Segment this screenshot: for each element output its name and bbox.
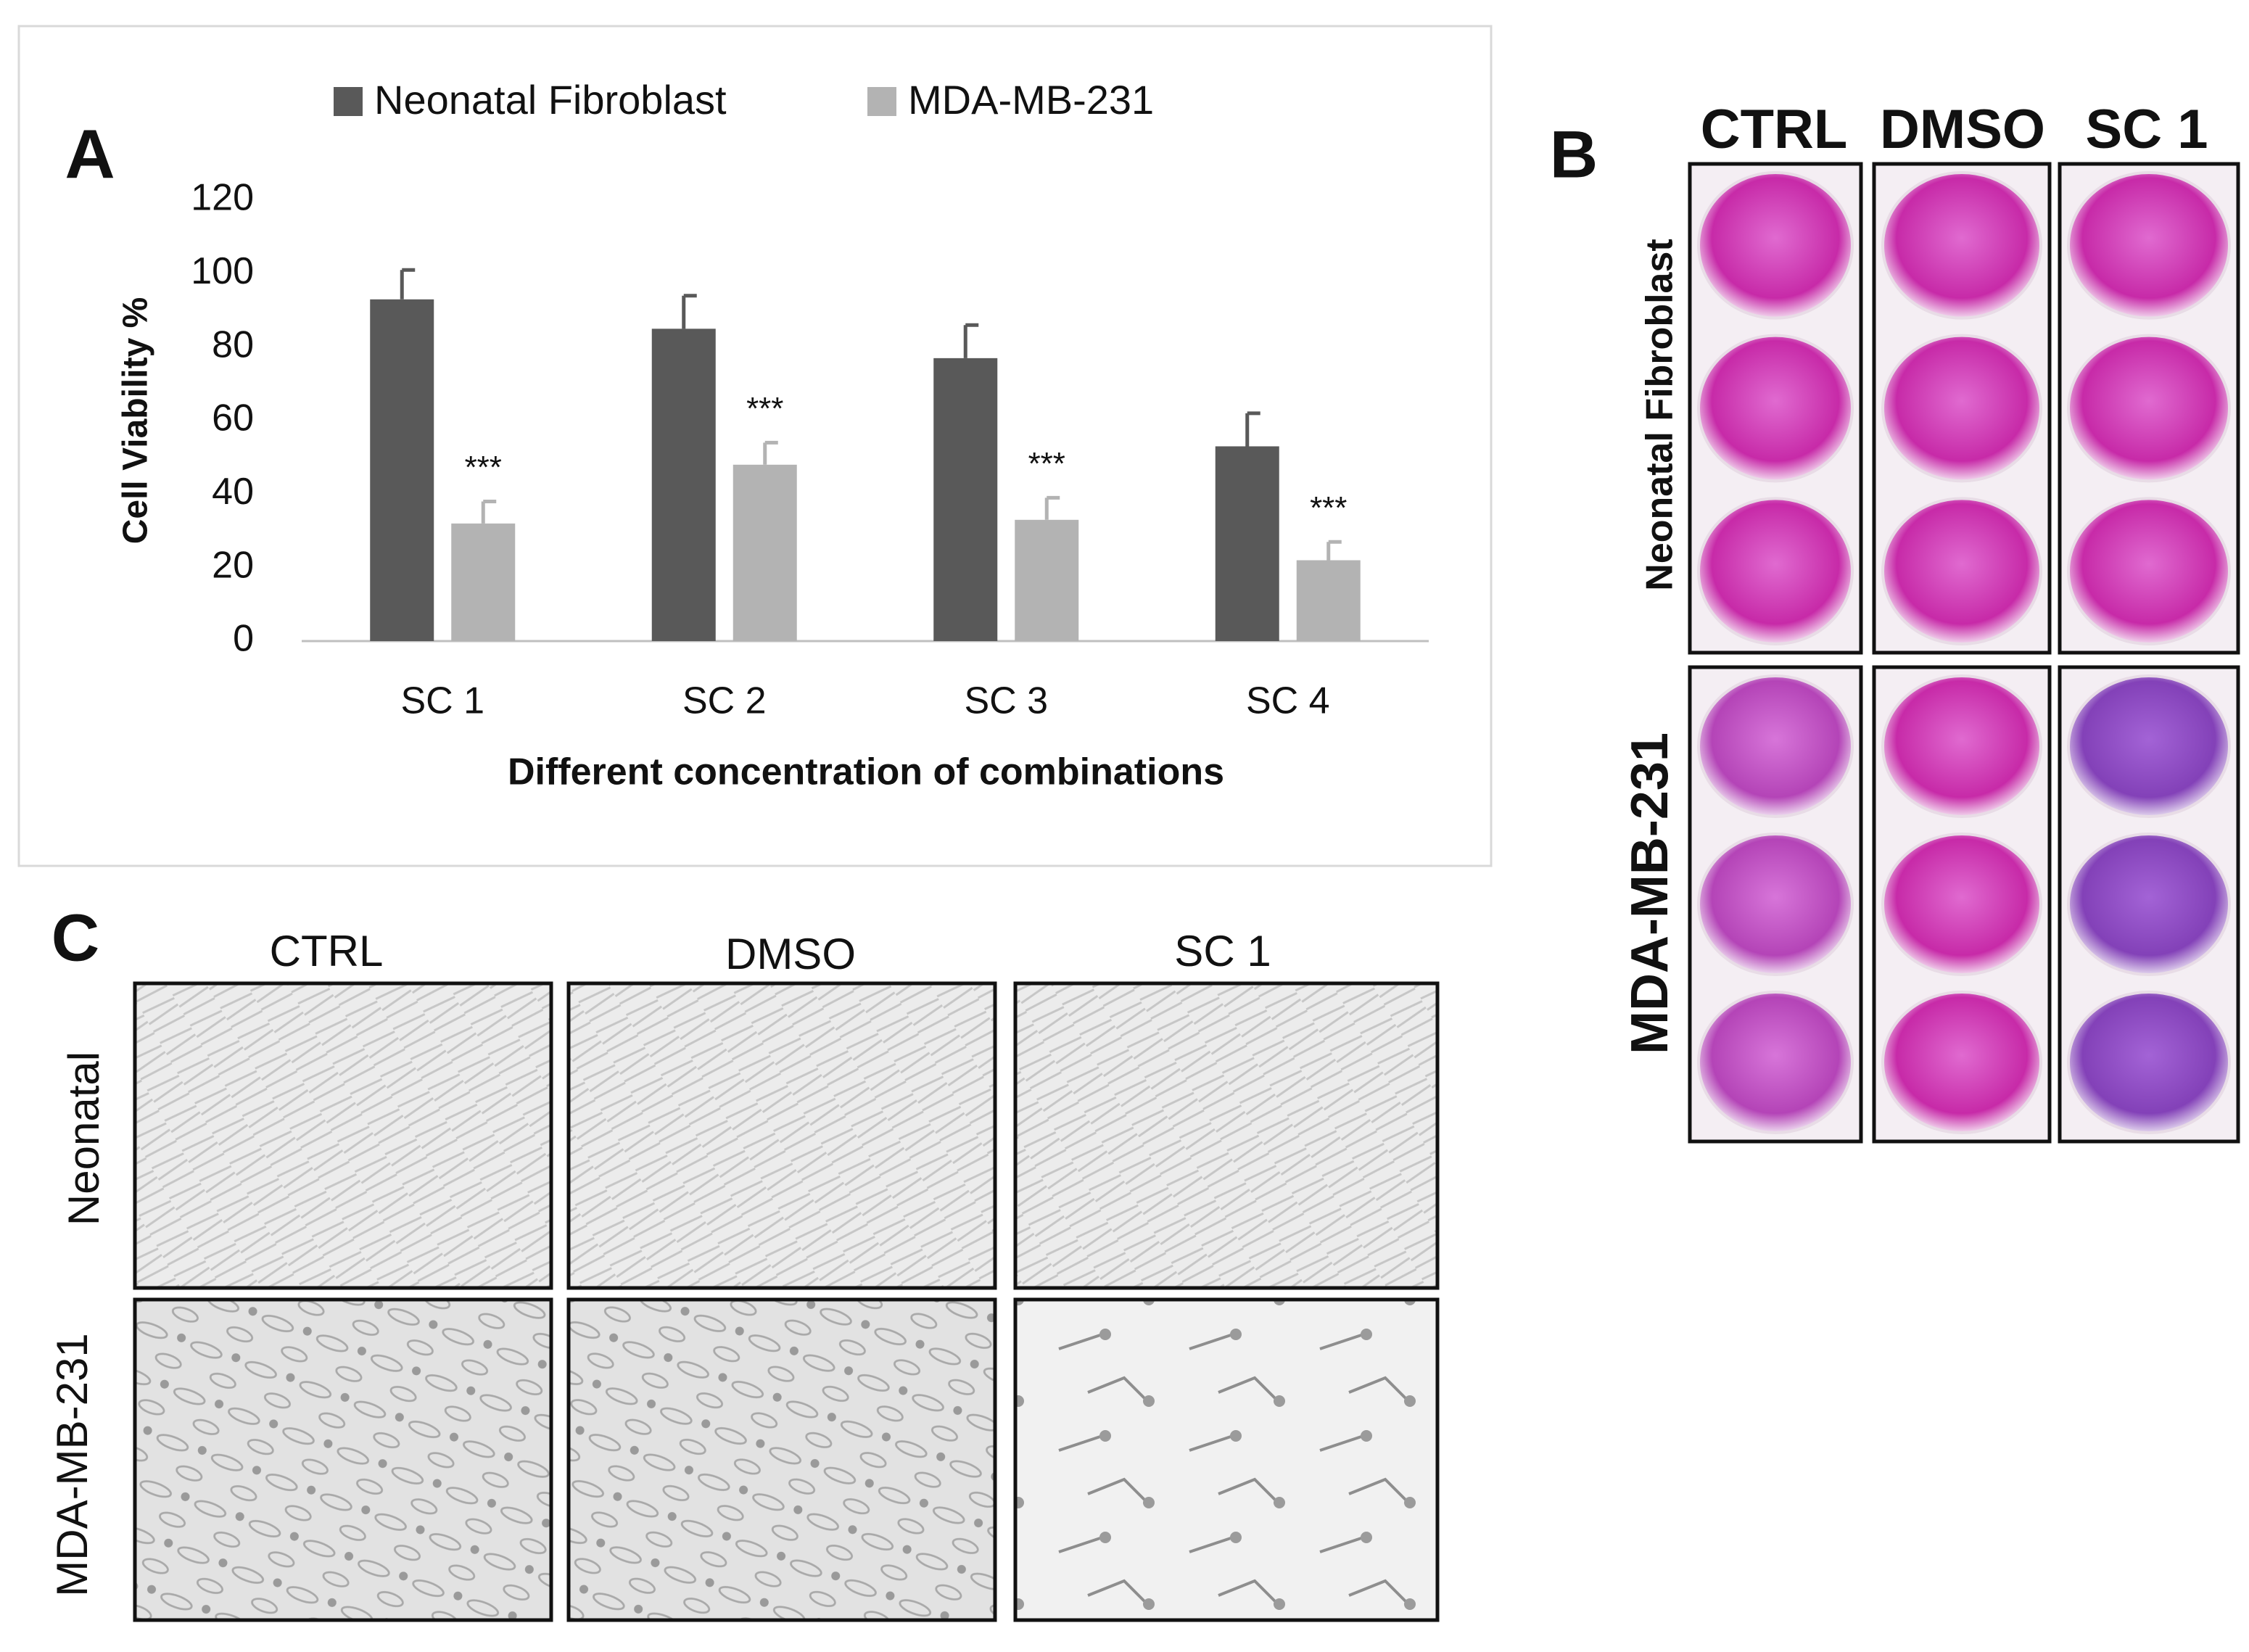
y-tick-label: 120 [191, 177, 254, 219]
micrograph [566, 1297, 997, 1622]
x-axis-label: Different concentration of combinations [508, 751, 1224, 793]
row-label: Neonatal Fibroblast [1639, 239, 1681, 590]
bar [733, 464, 797, 641]
error-bar [400, 268, 416, 300]
well [1697, 171, 1854, 320]
bar-chart: 0 20 40 60 80 100 120 Neonatal Fibroblast MDA-MB… [191, 77, 1429, 722]
panel-label: C [51, 901, 99, 975]
error-bar [682, 294, 697, 329]
significance-label: *** [1310, 490, 1347, 526]
column-header: CTRL [270, 927, 384, 975]
micrograph [1013, 1297, 1440, 1622]
y-tick-label: 100 [191, 250, 254, 292]
significance-label: *** [1028, 446, 1065, 482]
bar [1215, 446, 1279, 641]
column-header: CTRL [1701, 99, 1848, 160]
well-plates [1688, 162, 2240, 1144]
row-label: Neonatal [59, 1052, 108, 1226]
legend-label: Neonatal Fibroblast [374, 77, 727, 123]
y-axis-label: Cell Viability % [117, 297, 155, 545]
well [1697, 674, 1854, 818]
bar [651, 329, 716, 641]
column-header: SC 1 [1174, 927, 1271, 975]
micrograph [133, 1297, 553, 1622]
chart-frame [17, 25, 1493, 867]
error-bar [763, 440, 778, 465]
row-label: MDA-MB-231 [1621, 732, 1679, 1054]
x-tick-label: SC 2 [682, 680, 767, 722]
bar [451, 523, 516, 641]
well [1697, 833, 1854, 976]
x-tick-label: SC 1 [400, 680, 484, 722]
y-tick-label: 80 [212, 323, 254, 365]
significance-label: *** [746, 391, 783, 426]
well [1697, 991, 1854, 1134]
well [1697, 334, 1854, 483]
well [1881, 674, 2042, 818]
y-tick-label: 40 [212, 471, 254, 513]
bar [370, 299, 434, 641]
well [1881, 171, 2042, 320]
error-bar [1245, 411, 1260, 447]
column-header: DMSO [725, 930, 856, 978]
well [2067, 497, 2231, 646]
error-bar [1326, 540, 1342, 561]
well [1697, 497, 1854, 646]
legend-swatch [334, 87, 363, 116]
significance-label: *** [465, 450, 502, 485]
panel-label: B [1550, 117, 1598, 191]
well [1881, 833, 2042, 976]
error-bar [963, 323, 979, 358]
panel-label: A [65, 115, 115, 193]
well [1881, 991, 2042, 1134]
column-header: SC 1 [2086, 99, 2208, 160]
well [2067, 334, 2231, 483]
row-label: MDA-MB-231 [48, 1333, 96, 1596]
well [1881, 497, 2042, 646]
y-tick-label: 20 [212, 544, 254, 586]
y-tick-label: 60 [212, 397, 254, 439]
x-tick-label: SC 3 [964, 680, 1048, 722]
micrograph [566, 981, 997, 1290]
column-header: DMSO [1880, 99, 2045, 160]
y-tick-label: 0 [233, 618, 254, 660]
bar [1015, 519, 1079, 641]
micrograph [1013, 981, 1440, 1290]
well [2067, 833, 2231, 976]
well [2067, 674, 2231, 818]
micrograph [133, 981, 553, 1290]
well [2067, 171, 2231, 320]
well [2067, 991, 2231, 1134]
bar [933, 358, 998, 641]
x-tick-label: SC 4 [1246, 680, 1330, 722]
bar [1296, 560, 1361, 641]
error-bar [481, 499, 497, 524]
legend-label: MDA-MB-231 [908, 77, 1154, 123]
well [1881, 334, 2042, 483]
legend-swatch [867, 87, 896, 116]
error-bar [1044, 495, 1060, 520]
